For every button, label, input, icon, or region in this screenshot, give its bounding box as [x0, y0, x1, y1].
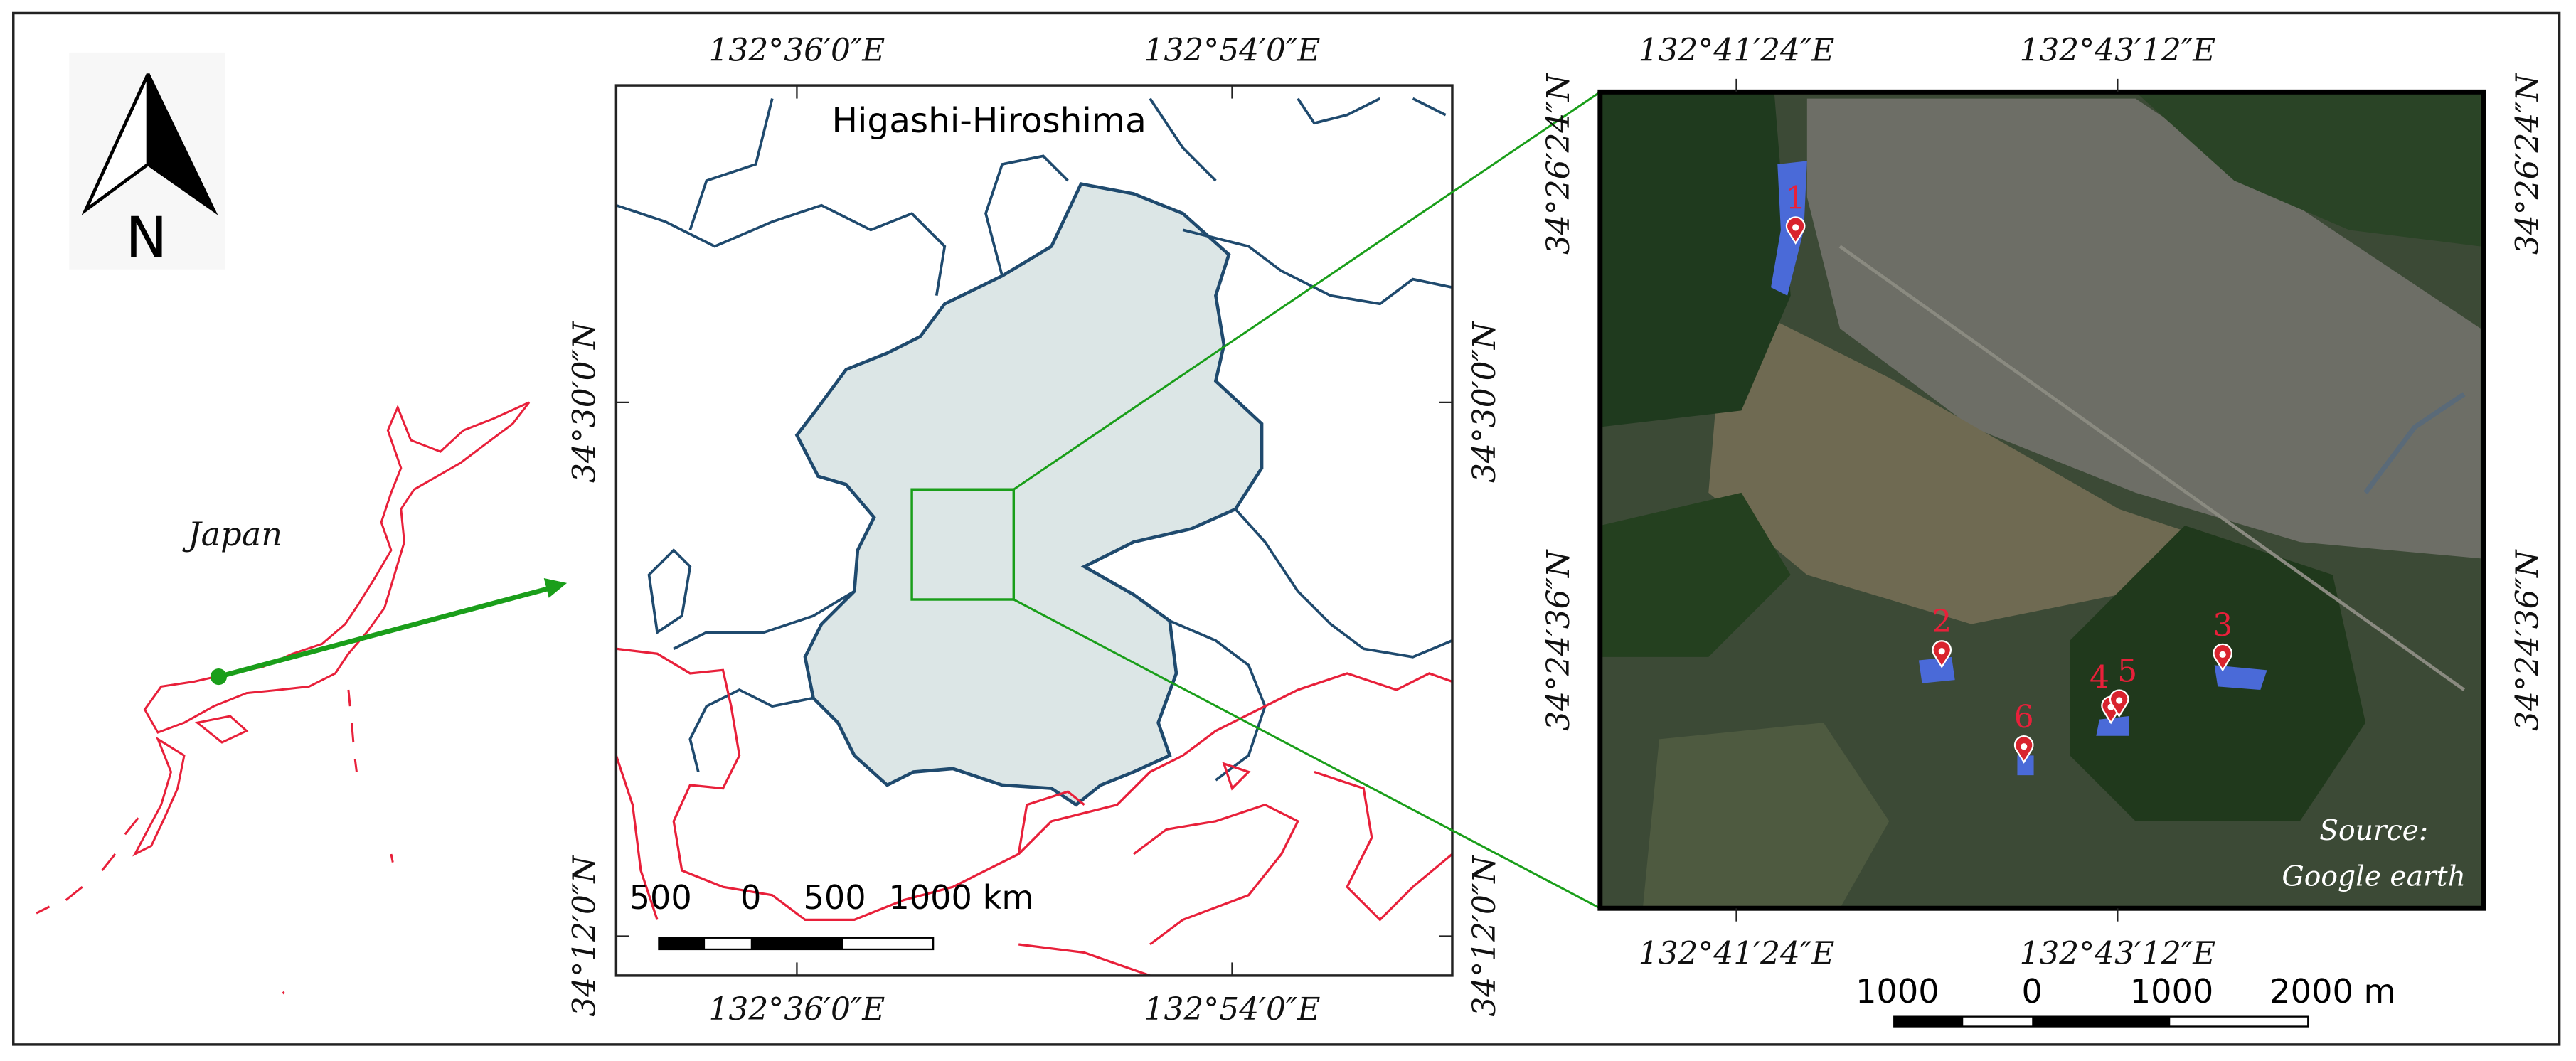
- coordinate-label: 34°12′0″N: [566, 855, 602, 1017]
- extent-box: [910, 488, 1016, 601]
- coordinate-label: 132°54′0″E: [1144, 991, 1321, 1028]
- scale-label: 500: [803, 878, 866, 917]
- north-label: N: [125, 205, 167, 270]
- site-pin-dot: [2116, 697, 2123, 704]
- coordinate-label: 132°36′0″E: [709, 32, 885, 68]
- connector: [1013, 91, 1601, 491]
- scale-label: 1000 km: [888, 878, 1033, 917]
- north-arrow: N: [69, 52, 225, 270]
- coordinate-label: 132°43′12″E: [2019, 936, 2215, 972]
- scale-label: 0: [2022, 972, 2043, 1011]
- site-label: 5: [2117, 653, 2137, 689]
- region-title: Higashi-Hiroshima: [831, 101, 1146, 141]
- scale-label: 500: [629, 878, 692, 917]
- coordinate-label: 34°30′0″N: [1467, 321, 1503, 483]
- japan-map: Japan: [36, 401, 531, 995]
- scale-label: 0: [740, 878, 761, 917]
- locator-arrow: [210, 577, 568, 686]
- scale-label: 1000: [1856, 972, 1939, 1011]
- japan-label: Japan: [182, 515, 282, 553]
- site-pin-dot: [2021, 743, 2028, 750]
- coordinate-label: 34°26′24″N: [1540, 73, 1577, 255]
- regional-map: Higashi-Hiroshima: [614, 84, 1454, 977]
- site-label: 2: [1932, 604, 1952, 640]
- site-label: 3: [2213, 607, 2232, 644]
- scale-label: 2000 m: [2269, 972, 2395, 1011]
- source-label: Source:: [2319, 815, 2428, 847]
- scale-bar: 1000 0 1000 2000 m: [1856, 972, 2396, 1028]
- scale-bar: 500 0 500 1000 km: [629, 878, 1033, 951]
- coordinate-label: 132°54′0″E: [1144, 32, 1321, 68]
- site-label: 4: [2090, 660, 2109, 696]
- coordinate-label: 132°41′24″E: [1639, 936, 1835, 972]
- site-markers: 1 2 3 4 5 6: [1786, 180, 2232, 764]
- site-label: 1: [1786, 180, 1806, 216]
- coordinate-label: 34°26′24″N: [2510, 73, 2546, 255]
- scale-label: 1000: [2130, 972, 2214, 1011]
- coordinate-label: 132°43′12″E: [2019, 32, 2215, 68]
- source-label: Google earth: [2282, 861, 2465, 893]
- site-pin-dot: [2219, 651, 2226, 658]
- coordinate-label: 34°30′0″N: [566, 321, 602, 483]
- coordinate-label: 132°41′24″E: [1639, 32, 1835, 68]
- coordinate-label: 34°24′36″N: [2510, 549, 2546, 731]
- satellite-map: [1597, 78, 2486, 922]
- coordinate-label: 34°24′36″N: [1540, 549, 1577, 731]
- connector: [1013, 598, 1601, 910]
- site-pin-dot: [1792, 224, 1799, 231]
- coordinate-label: 132°36′0″E: [709, 991, 885, 1028]
- coordinate-label: 34°12′0″N: [1467, 855, 1503, 1017]
- site-label: 6: [2014, 699, 2034, 735]
- site-pin-dot: [1938, 648, 1945, 655]
